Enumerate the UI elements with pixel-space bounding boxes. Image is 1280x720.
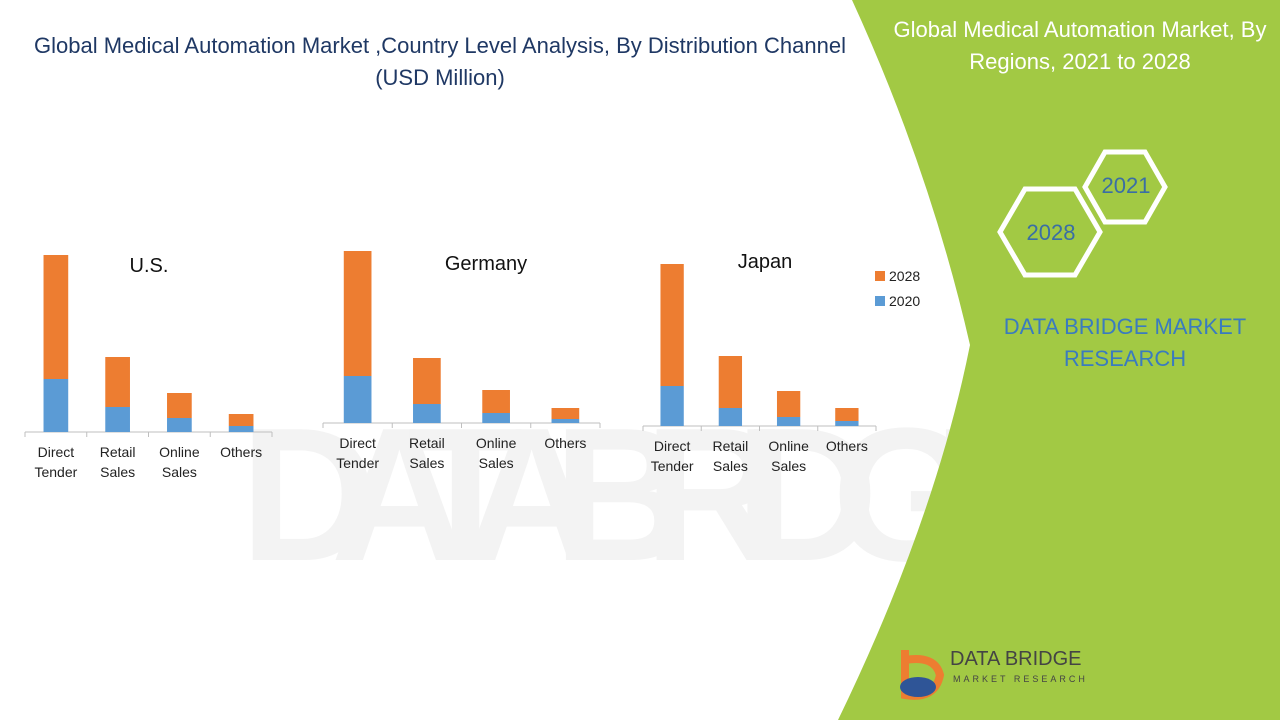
bar-segment [551,419,580,423]
bar-segment [43,379,69,432]
hex-label: 2021 [1102,173,1151,198]
legend-swatch [875,296,885,306]
hex-label: 2028 [1027,220,1076,245]
bar-segment [551,408,580,419]
bar-segment [167,418,192,432]
x-tick-label: Online Sales [159,444,200,480]
hexagon [1082,149,1168,225]
x-tick-label: Retail Sales [408,435,445,471]
title: Global Medical Automation Market ,Countr… [34,33,846,90]
bar-segment [413,358,441,404]
chart-title: U.S. [130,255,169,277]
legend-label: 2028 [889,268,920,284]
bar-segment [660,386,684,426]
side-title: Global Medical Automation Market, By Reg… [893,17,1267,74]
x-tick-label: Direct Tender [336,435,380,471]
x-tick-label: Others [825,438,868,454]
brand: DATA BRIDGE MARKET RESEARCH [1003,314,1247,371]
chart-title: Germany [445,253,527,275]
legend-swatch [875,271,885,281]
bar-segment [482,390,510,413]
side-panel-bg [838,0,1280,720]
bar-segment [413,404,441,423]
bar-segment [105,357,130,407]
bar-segment [343,376,372,423]
bar-segment [776,391,801,417]
bar-segment [43,255,69,379]
x-tick-label: Direct Tender [34,444,78,480]
bar-segment [835,408,859,421]
bar-segment [228,426,254,432]
bar-segment [776,417,801,426]
bar-segment [167,393,192,418]
bar-segment [835,421,859,426]
x-tick-label: Online Sales [475,435,517,471]
x-tick-label: Retail Sales [99,444,136,480]
chart-title: Japan [738,251,793,273]
x-tick-label: Others [220,444,263,460]
x-tick-label: Direct Tender [650,438,694,474]
bar-segment [105,407,130,432]
x-tick-label: Others [544,435,587,451]
bar-segment [718,356,743,408]
bar-segment [228,414,254,426]
bar-segment [343,251,372,376]
logo-icon [900,677,936,697]
legend-label: 2020 [889,293,920,309]
x-tick-label: Retail Sales [712,438,749,474]
logo-name: DATA BRIDGE [950,648,1082,670]
bar-segment [718,408,743,426]
hexagon [997,186,1103,278]
logo-tagline: MARKET RESEARCH [953,674,1088,684]
bar-segment [482,413,510,423]
bar-segment [660,264,684,386]
x-tick-label: Online Sales [768,438,809,474]
